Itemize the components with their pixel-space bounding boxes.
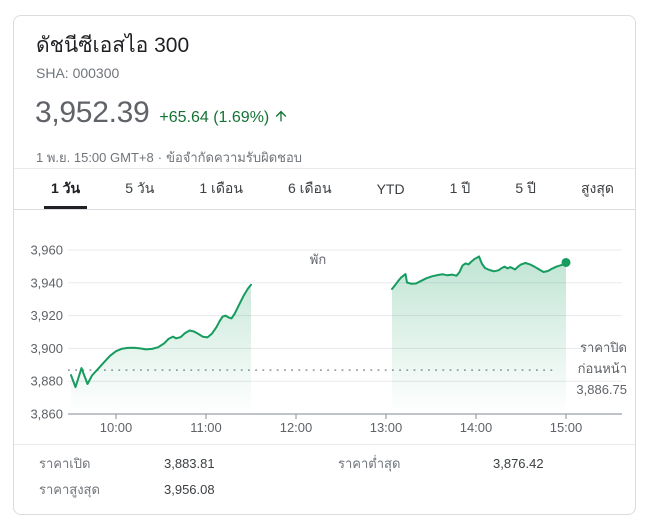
price-chart[interactable]: 3,860 3,880 3,900 3,920 3,940 3,960 10:00 11:00…: [14, 210, 636, 444]
previous-close-line2: ก่อนหน้า: [577, 361, 627, 376]
tab-label: 5 ปี: [515, 180, 536, 196]
tab-1-year[interactable]: 1 ปี: [443, 169, 478, 209]
x-axis-tick-label: 11:00: [190, 420, 222, 435]
meta-separator: ·: [157, 150, 163, 165]
x-axis-tick-label: 10:00: [100, 420, 133, 435]
page-title: ดัชนีซีเอสไอ 300: [36, 34, 190, 57]
tab-label: 1 เดือน: [199, 180, 243, 196]
y-axis-tick-label: 3,860: [30, 407, 63, 422]
y-axis-tick-label: 3,920: [30, 308, 63, 323]
tab-label: 1 วัน: [51, 180, 81, 196]
tab-1-month[interactable]: 1 เดือน: [192, 169, 250, 209]
stat-label: ราคาสูงสุด: [39, 482, 100, 497]
quote-meta: 1 พ.ย. 15:00 GMT+8 · ข้อจำกัดความรับผิดชอบ: [36, 147, 302, 168]
tab-1-day[interactable]: 1 วัน: [44, 169, 88, 209]
y-axis-tick-label: 3,900: [30, 341, 63, 356]
stat-value: 3,883.81: [164, 456, 215, 471]
tab-5-days[interactable]: 5 วัน: [118, 169, 161, 209]
stat-value: 3,956.08: [164, 482, 215, 497]
tab-label: YTD: [376, 181, 405, 197]
previous-close-line1: ราคาปิด: [580, 340, 627, 355]
tab-label: สูงสุด: [580, 180, 614, 196]
y-axis-tick-label: 3,940: [30, 275, 63, 290]
x-axis-tick-label: 14:00: [460, 420, 493, 435]
price-row: 3,952.39 +65.64 (1.69%): [35, 96, 289, 130]
x-axis-tick-label: 13:00: [370, 420, 403, 435]
tab-6-months[interactable]: 6 เดือน: [281, 169, 339, 209]
tab-label: 1 ปี: [449, 180, 471, 196]
stat-label: [338, 482, 493, 498]
tab-max[interactable]: สูงสุด: [574, 169, 621, 209]
tab-label: 6 เดือน: [287, 180, 332, 196]
tab-label: 5 วัน: [125, 180, 155, 196]
tab-ytd[interactable]: YTD: [370, 169, 412, 209]
stat-label: ราคาเปิด: [39, 456, 91, 471]
previous-close-value: 3,886.75: [576, 382, 627, 397]
previous-close-label: ราคาปิด ก่อนหน้า 3,886.75: [576, 337, 627, 400]
key-stats: ราคาเปิด 3,883.81 ราคาต่ำสุด 3,876.42 ราคาสู…: [14, 444, 635, 498]
latest-price-dot: [561, 257, 571, 267]
exchange-symbol: SHA: 000300: [36, 65, 120, 81]
stat-value: 3,876.42: [493, 456, 544, 471]
arrow-up-icon: [273, 108, 289, 129]
y-axis-tick-label: 3,960: [30, 243, 63, 258]
disclaimer-link[interactable]: ข้อจำกัดความรับผิดชอบ: [166, 150, 303, 165]
current-price: 3,952.39: [35, 96, 150, 129]
x-axis-tick-label: 15:00: [550, 420, 583, 435]
price-change: +65.64 (1.69%): [159, 109, 270, 126]
stat-value: [493, 482, 615, 498]
session-break-label: พัก: [309, 252, 327, 267]
x-axis-tick-label: 12:00: [280, 420, 313, 435]
stat-label: ราคาต่ำสุด: [338, 456, 401, 471]
y-axis-tick-label: 3,880: [30, 374, 63, 389]
tab-5-years[interactable]: 5 ปี: [508, 169, 543, 209]
stock-summary-card: ดัชนีซีเอสไอ 300 SHA: 000300 3,952.39 +6…: [13, 15, 636, 515]
timestamp: 1 พ.ย. 15:00 GMT+8: [36, 150, 154, 165]
range-tabs: 1 วัน 5 วัน 1 เดือน 6 เดือน YTD 1 ปี 5 ปี สูงสุ…: [14, 168, 635, 210]
